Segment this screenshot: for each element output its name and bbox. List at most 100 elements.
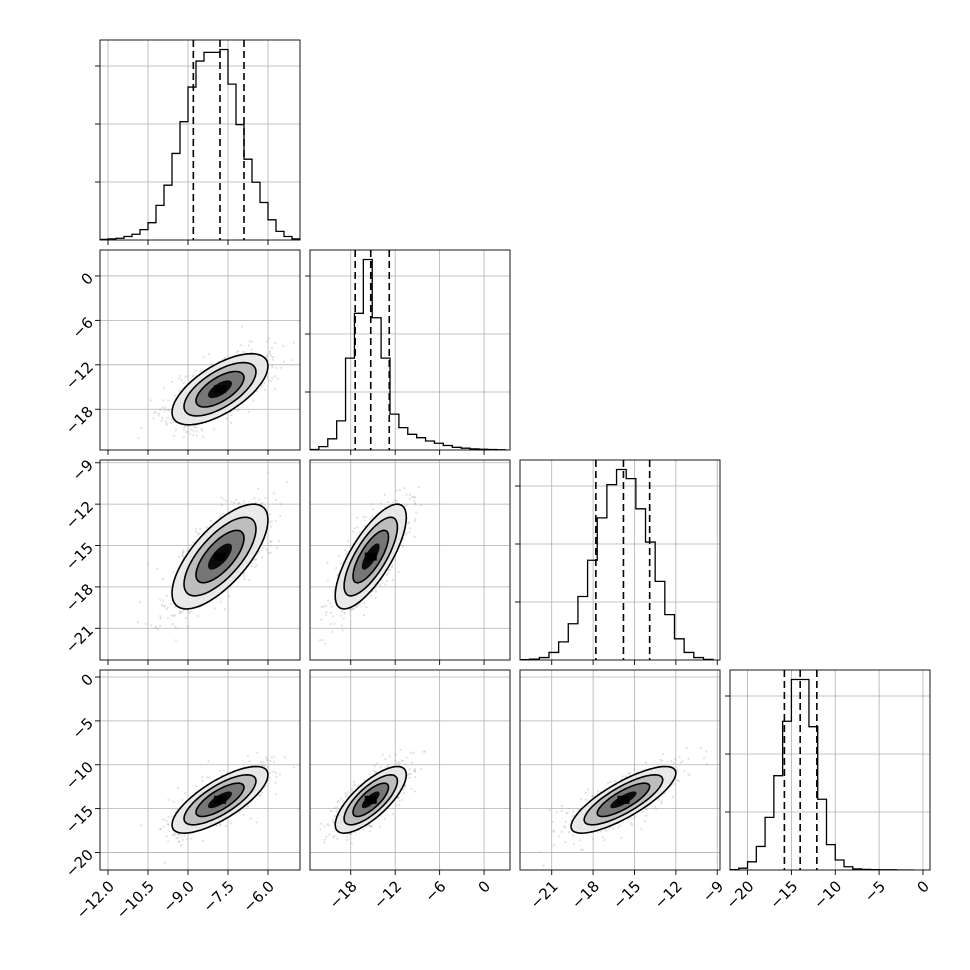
scatter-point [633, 768, 636, 771]
scatter-point [339, 562, 342, 565]
contour-line [183, 516, 257, 597]
scatter-point [261, 385, 264, 388]
y-tick-label: −18 [62, 403, 97, 438]
x-tick-label: −18 [568, 877, 603, 912]
scatter-point [278, 540, 281, 543]
contour-line [195, 370, 245, 408]
scatter-point [394, 499, 397, 502]
scatter-point [206, 776, 209, 779]
scatter-point [413, 770, 416, 773]
scatter-point [275, 366, 278, 370]
scatter-point [394, 753, 397, 756]
x-tick-label: −5 [861, 877, 889, 905]
scatter-point [612, 827, 615, 831]
x-tick-label: −7.5 [200, 877, 238, 915]
scatter-point [388, 568, 391, 571]
scatter-point [166, 822, 170, 826]
scatter-point [557, 835, 561, 838]
scatter-point [189, 432, 192, 435]
scatter-point [235, 499, 238, 502]
scatter-point [195, 430, 198, 433]
scatter-point [332, 836, 335, 839]
scatter-point [263, 764, 267, 767]
scatter-point [182, 426, 186, 429]
scatter-point [182, 549, 185, 552]
x-tick-label: −18 [326, 877, 361, 912]
scatter-point [275, 546, 278, 549]
scatter-point [388, 569, 391, 572]
scatter-point [368, 830, 371, 833]
contour-line [570, 765, 677, 835]
scatter-point [632, 817, 636, 820]
scatter-point [182, 551, 185, 554]
scatter-point [176, 786, 180, 789]
scatter-point [423, 750, 427, 753]
scatter-point [159, 624, 162, 628]
scatter-point [256, 390, 259, 393]
scatter-point [195, 785, 198, 788]
scatter-point [286, 480, 289, 483]
scatter-point [167, 409, 170, 412]
scatter-point [167, 617, 170, 620]
scatter-point [331, 819, 334, 822]
scatter-point [385, 574, 388, 577]
scatter-point [373, 765, 376, 768]
scatter-point [420, 768, 423, 771]
scatter-point [173, 434, 176, 437]
scatter-point [260, 791, 263, 794]
scatter-point [247, 344, 250, 347]
scatter-point [170, 614, 173, 617]
contour-line [195, 529, 245, 584]
scatter-point [172, 571, 175, 574]
scatter-point [246, 754, 249, 758]
scatter-point [391, 579, 394, 582]
scatter-point [412, 752, 415, 755]
scatter-point [229, 421, 233, 424]
scatter-point [205, 526, 209, 529]
scatter-point [603, 839, 606, 842]
scatter-point [355, 606, 359, 609]
scatter-point [395, 489, 398, 492]
scatter-point [265, 758, 268, 761]
scatter-point [386, 500, 389, 504]
scatter-point [279, 515, 282, 518]
contour-line [583, 773, 664, 826]
scatter-point [265, 355, 268, 359]
scatter-point [166, 416, 169, 419]
y-tick-label: −21 [62, 622, 97, 657]
scatter-point [255, 558, 258, 561]
scatter-point [341, 629, 344, 632]
scatter-point [179, 612, 182, 615]
scatter-point [323, 838, 327, 841]
scatter-point [565, 811, 568, 815]
scatter-point [383, 817, 386, 820]
scatter-point [384, 505, 387, 508]
scatter-point [679, 761, 682, 764]
scatter-point [257, 487, 260, 490]
scatter-point [195, 527, 198, 530]
scatter-point [164, 409, 167, 412]
contour-line [352, 782, 390, 818]
scatter-point [222, 497, 225, 500]
scatter-point [163, 861, 166, 864]
scatter-point [405, 504, 408, 507]
scatter-point [199, 527, 202, 531]
scatter-point [369, 825, 372, 828]
scatter-point [172, 614, 175, 617]
scatter-panel-2-1: −18 −12 −6 0 [62, 249, 301, 455]
scatter-point [274, 499, 277, 502]
scatter-point [414, 502, 417, 505]
density-peak [364, 795, 377, 804]
x-tick-label: −9.0 [160, 877, 198, 915]
scatter-point [293, 766, 296, 769]
scatter-point [553, 843, 556, 847]
scatter-point [243, 575, 246, 578]
contour-line [171, 503, 269, 610]
histogram-bars [520, 468, 714, 660]
scatter-point [363, 525, 366, 528]
scatter-point [237, 502, 240, 505]
scatter-point [260, 549, 263, 552]
scatter-point [237, 350, 240, 353]
scatter-point [186, 430, 189, 433]
scatter-point [186, 837, 189, 841]
